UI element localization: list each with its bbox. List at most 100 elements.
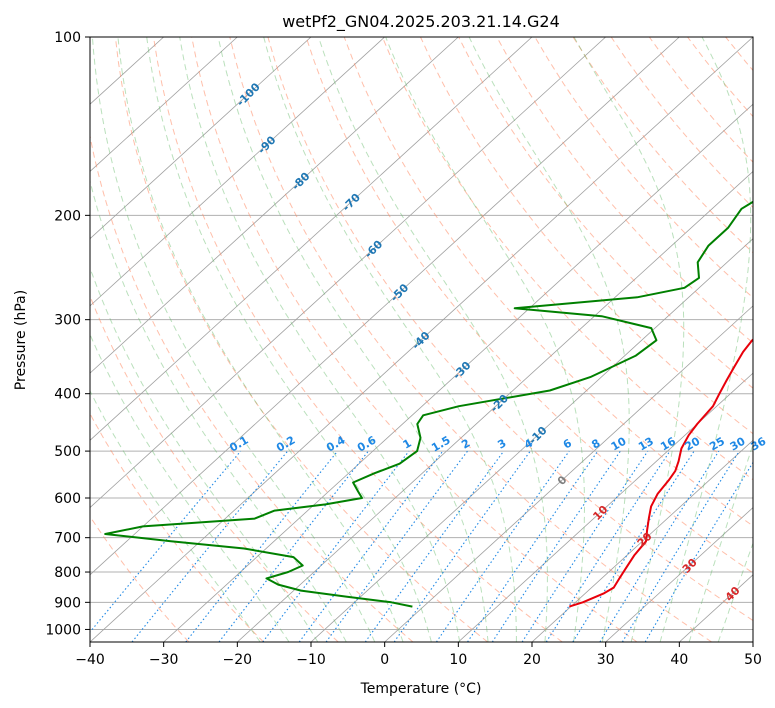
mixing-ratio-line (298, 450, 444, 642)
mixing-ratio-line (572, 450, 695, 642)
moist-adiabat-line (91, 37, 376, 642)
mixing-ratio-label: 1 (401, 437, 414, 452)
y-tick-label: 1000 (45, 622, 81, 638)
isotherm-line (752, 641, 753, 642)
mixing-ratio-label: 8 (589, 437, 602, 452)
dry-adiabat-line (420, 37, 753, 435)
dry-adiabat-line (534, 37, 753, 299)
y-tick-label: 400 (54, 387, 81, 403)
moist-adiabat-line (90, 179, 347, 642)
moist-adiabat-line (659, 37, 752, 642)
moist-adiabat-line (468, 37, 630, 642)
moist-adiabat-line (117, 37, 404, 642)
y-tick-label: 100 (54, 30, 81, 46)
moist-adiabat-line (217, 37, 489, 642)
isotherm-line (605, 507, 753, 642)
x-tick-label: 20 (523, 652, 541, 668)
dry-adiabat-line (458, 37, 753, 389)
moist-adiabat-line (90, 266, 319, 642)
y-tick-label: 800 (54, 565, 81, 581)
dry-adiabat-line (725, 37, 753, 72)
isotherm-line (90, 37, 312, 240)
y-tick-label: 500 (54, 444, 81, 460)
chart-title: wetPf2_GN04.2025.203.21.14.G24 (282, 12, 560, 32)
y-tick-label: 300 (54, 313, 81, 329)
moist-adiabat-line (717, 541, 753, 642)
isotherm-line (90, 37, 459, 374)
dry-adiabat-line (764, 37, 775, 642)
dry-adiabat-line (267, 37, 753, 622)
isotherm-line (384, 305, 753, 642)
mixing-ratio-label: 2 (459, 437, 472, 452)
mixing-ratio-label: 6 (561, 436, 574, 451)
dry-adiabat-line (153, 37, 563, 642)
moist-adiabat-line (318, 37, 548, 642)
mixing-ratio-line (393, 450, 531, 642)
x-tick-label: 50 (744, 652, 762, 668)
dry-adiabat-line (114, 37, 488, 642)
y-tick-label: 700 (54, 531, 81, 547)
dry-adiabat-line (610, 37, 753, 209)
mixing-ratio-line (364, 450, 505, 642)
isotherm-line (310, 238, 753, 642)
x-tick-label: 0 (380, 652, 389, 668)
isotherm-line (163, 103, 753, 642)
isotherm-line (90, 37, 753, 642)
dry-adiabat-line (229, 37, 712, 642)
mixing-ratio-line (621, 450, 740, 642)
mixing-ratio-line (467, 450, 599, 642)
mixing-ratio-line (545, 450, 671, 642)
moist-adiabat-line (573, 37, 685, 642)
dry-adiabat-line (191, 37, 638, 642)
x-tick-label: −20 (223, 652, 253, 668)
y-tick-label: 200 (54, 208, 81, 224)
mixing-ratio-label: 3 (495, 437, 508, 452)
mixing-ratio-line (131, 450, 289, 642)
dry-adiabat-line (648, 37, 753, 163)
x-tick-label: −30 (149, 652, 179, 668)
moist-adiabat-line (90, 389, 261, 642)
y-tick-label: 900 (54, 595, 81, 611)
mixing-ratio-line (599, 450, 720, 642)
moist-adiabat-line (263, 37, 517, 642)
isotherm-line (237, 170, 753, 642)
x-tick-label: −40 (75, 652, 105, 668)
dry-adiabat-line (343, 37, 753, 527)
plot-frame (89, 36, 754, 643)
dry-adiabat-line (687, 37, 753, 118)
moist-adiabat-line (90, 333, 290, 642)
mixing-ratio-line (435, 450, 570, 642)
y-axis-title: Pressure (hPa) (13, 290, 29, 390)
mixing-ratio-line (90, 450, 242, 633)
x-axis-title: Temperature (°C) (360, 681, 482, 697)
dry-adiabat-line (572, 37, 753, 254)
x-tick-label: 30 (597, 652, 615, 668)
x-tick-label: 10 (449, 652, 467, 668)
x-tick-label: 40 (670, 652, 688, 668)
isotherm-line (90, 37, 533, 441)
mixing-ratio-line (325, 450, 468, 642)
dry-adiabat-line (90, 412, 264, 642)
moist-adiabat-line (385, 37, 585, 642)
mixing-ratio-line (185, 450, 339, 642)
moist-adiabat-line (179, 37, 461, 642)
moist-adiabat-line (146, 37, 432, 642)
dry-adiabat-line (90, 133, 414, 642)
dry-adiabat-line (381, 37, 753, 481)
y-tick-label: 600 (54, 491, 81, 507)
mixing-ratio-line (218, 450, 369, 642)
isotherm-line (90, 37, 606, 509)
isotherm-line (90, 37, 680, 576)
dry-adiabat-line (305, 37, 753, 574)
temperature-profile-line (568, 338, 753, 608)
mixing-ratio-line (491, 450, 621, 642)
isotherm-line (458, 372, 753, 642)
isotherm-line (90, 37, 385, 307)
isotherm-line (90, 37, 238, 172)
isotherm-line (531, 439, 753, 642)
x-tick-label: −10 (296, 652, 326, 668)
mixing-ratio-line (262, 450, 410, 642)
dewpoint-profile-line (104, 200, 753, 608)
mixing-ratio-line (521, 450, 649, 642)
